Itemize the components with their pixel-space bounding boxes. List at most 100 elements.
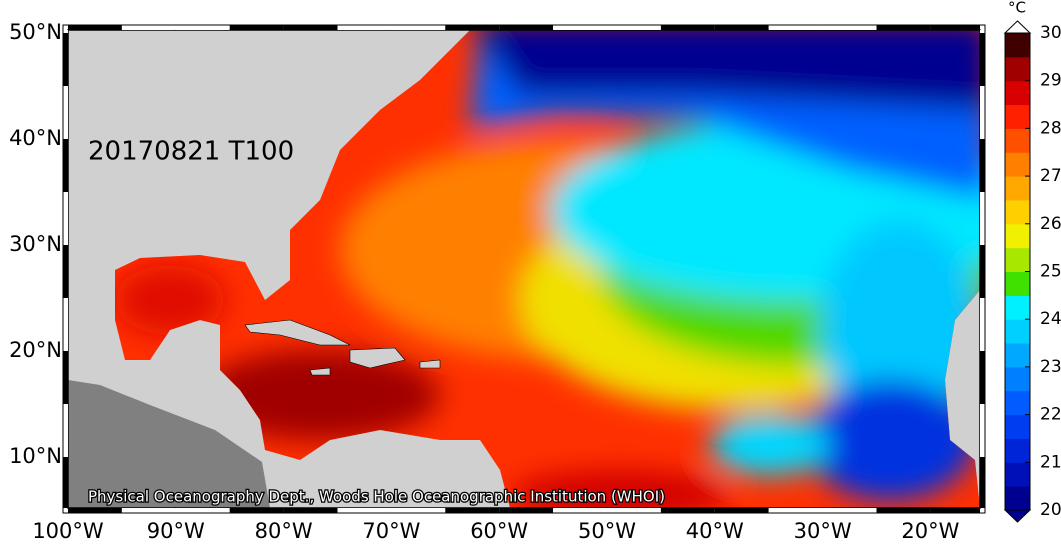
frame-bar xyxy=(175,508,230,513)
colorbar-band xyxy=(1005,33,1030,58)
latitude-label: 50°N xyxy=(9,20,62,44)
frame-bar xyxy=(822,508,877,513)
colorbar-band xyxy=(1005,176,1030,201)
colorbar-band xyxy=(1005,247,1030,272)
frame-bar xyxy=(980,30,985,33)
frame-bar xyxy=(980,86,985,139)
frame-bar xyxy=(283,508,338,513)
frame-bar xyxy=(391,25,446,30)
colorbar-band xyxy=(1005,295,1030,320)
longitude-label: 60°W xyxy=(470,519,528,543)
colorbar-band xyxy=(1005,223,1030,249)
frame-bar xyxy=(714,25,769,30)
latitude-label: 40°N xyxy=(9,126,62,150)
latitude-label: 10°N xyxy=(9,444,62,468)
frame-bar xyxy=(980,404,985,457)
latitude-label: 30°N xyxy=(9,232,62,256)
frame-bar xyxy=(68,508,122,513)
frame-bar xyxy=(980,457,985,508)
frame-bar xyxy=(660,25,715,30)
colorbar-band xyxy=(1005,462,1030,487)
colorbar-tick-label: 21 xyxy=(1040,452,1061,472)
longitude-label: 100°W xyxy=(32,519,104,543)
frame-bar xyxy=(445,25,500,30)
frame-bar xyxy=(660,508,715,513)
latitude-label: 20°N xyxy=(9,338,62,362)
longitude-label: 70°W xyxy=(362,519,420,543)
longitude-label: 50°W xyxy=(578,519,636,543)
frame-bar xyxy=(499,508,554,513)
frame-bar xyxy=(121,508,176,513)
colorbar-band xyxy=(1005,104,1030,129)
sst-blue-south xyxy=(805,380,975,500)
sst-cyan-south xyxy=(710,415,830,475)
frame-bar xyxy=(63,298,68,351)
colorbar-tick-label: 23 xyxy=(1040,357,1061,377)
colorbar-band xyxy=(1005,199,1030,225)
frame-bar xyxy=(714,508,769,513)
frame-bar xyxy=(175,25,230,30)
sst-gulf xyxy=(115,265,225,335)
colorbar-tick-label: 24 xyxy=(1040,309,1061,329)
colorbar-band xyxy=(1005,486,1030,511)
frame-bar xyxy=(553,25,607,30)
longitude-label: 20°W xyxy=(901,519,959,543)
frame-bars xyxy=(62,24,986,514)
longitude-label: 90°W xyxy=(147,519,205,543)
frame-bar xyxy=(607,508,661,513)
frame-bar xyxy=(63,86,68,139)
frame-bar xyxy=(876,25,931,30)
colorbar-band xyxy=(1005,152,1030,177)
colorbar-arrow-high xyxy=(1003,20,1032,34)
frame-bar xyxy=(822,25,877,30)
sst-warm-pool xyxy=(200,350,440,440)
frame-bar xyxy=(229,25,284,30)
frame-bar xyxy=(768,25,823,30)
colorbar-band xyxy=(1005,128,1030,153)
frame-bar xyxy=(283,25,338,30)
colorbar-band xyxy=(1005,319,1030,344)
longitude-label: 40°W xyxy=(686,519,744,543)
frame-bar xyxy=(63,404,68,457)
frame-bar xyxy=(980,139,985,192)
frame-bar xyxy=(980,33,985,86)
colorbar-band xyxy=(1005,366,1030,392)
colorbar-tick-label: 27 xyxy=(1040,166,1061,186)
colorbar-tick-label: 30 xyxy=(1040,23,1061,43)
frame-bar xyxy=(980,351,985,404)
credit: Physical Oceanography Dept., Woods Hole … xyxy=(88,488,665,506)
longitude-label: 80°W xyxy=(255,519,313,543)
frame-bar xyxy=(980,298,985,351)
colorbar-tick-label: 29 xyxy=(1040,71,1061,91)
colorbar-tick-label: 26 xyxy=(1040,214,1061,234)
colorbar-tick-label: 25 xyxy=(1040,262,1061,282)
map-label: 20170821 T100 xyxy=(88,137,294,167)
frame-bar xyxy=(607,25,661,30)
colorbar-unit: °C xyxy=(1008,0,1026,17)
frame-bar xyxy=(876,508,931,513)
frame-bar xyxy=(229,508,284,513)
frame-bar xyxy=(63,30,68,33)
frame-bar xyxy=(63,139,68,192)
islands xyxy=(244,319,441,376)
longitude-label: 30°W xyxy=(794,519,852,543)
frame-bar xyxy=(63,245,68,298)
colorbar-tick-label: 20 xyxy=(1040,500,1061,520)
colorbar-tick-label: 28 xyxy=(1040,118,1061,138)
frame-bar xyxy=(337,25,392,30)
frame-bar xyxy=(63,192,68,245)
colorbar-band xyxy=(1005,80,1030,106)
frame-bar xyxy=(63,351,68,404)
frame-bar xyxy=(121,25,176,30)
colorbar-band xyxy=(1005,56,1030,82)
frame-bar xyxy=(337,508,392,513)
frame-bar xyxy=(391,508,446,513)
colorbar-band xyxy=(1005,343,1030,368)
frame-bar xyxy=(68,25,122,30)
sst-navy xyxy=(470,30,980,110)
frame-bar xyxy=(63,457,68,508)
frame-bar xyxy=(930,25,980,30)
frame-bar xyxy=(553,508,607,513)
